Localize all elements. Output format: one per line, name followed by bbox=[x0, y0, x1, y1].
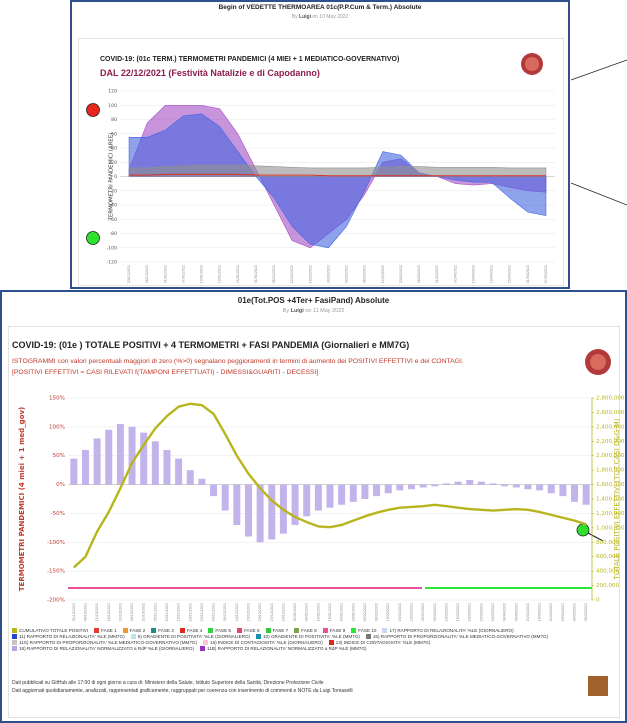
legend-item[interactable]: 5) GRADIENTE DI POSITIVITA' %LE (GIORNAL… bbox=[130, 634, 251, 639]
legend-item[interactable]: 17) RAPPORTO DI RELAZIONALITA' %LE (GIOR… bbox=[382, 628, 514, 633]
legend-label: FASE 2 bbox=[129, 628, 146, 633]
chart-subtitle: DAL 22/12/2021 (Festività Natalizie e di… bbox=[100, 68, 320, 78]
author: Luigi bbox=[299, 14, 311, 20]
legend-item[interactable]: 10) GRADIENTE DI POSITIVITA' %LE (MM7G) bbox=[256, 634, 360, 639]
legend-label: FASE 9 bbox=[329, 628, 346, 633]
legend-swatch bbox=[351, 628, 357, 633]
legend-item[interactable]: FASE 4 bbox=[179, 628, 203, 633]
footer-line: Dati pubblicati su GitHub alle 17:00 di … bbox=[12, 680, 324, 686]
legend-label: FASE 1 bbox=[101, 628, 117, 633]
legend-swatch bbox=[151, 628, 157, 633]
legend-swatch bbox=[294, 628, 300, 633]
legend-swatch bbox=[322, 628, 328, 633]
by: By bbox=[291, 14, 298, 20]
legend-swatch bbox=[265, 628, 271, 633]
footer-line: Dati aggiornati quotidianamente, analizz… bbox=[12, 688, 353, 694]
legend-swatch bbox=[12, 634, 17, 639]
legend-swatch bbox=[122, 628, 128, 633]
legend-label: 16) INDICE DI CONTAGIOSITA' %LE (GIORNAL… bbox=[210, 640, 323, 645]
legend-label: 17) RAPPORTO DI RELAZIONALITA' %LE (GIOR… bbox=[389, 628, 514, 633]
callout-line bbox=[570, 182, 627, 206]
legend-label: 5) GRADIENTE DI POSITIVITA' %LE (GIORNAL… bbox=[137, 634, 251, 639]
callout-line bbox=[570, 59, 627, 81]
legend-label: CUMULATIVO TOTALE POSITIVI bbox=[19, 628, 89, 633]
legend-item[interactable]: FASE 10 bbox=[351, 628, 376, 633]
legend-swatch bbox=[12, 640, 17, 645]
legend-label: 13) INDICE DI CONTAGIOSITA' %LE (MM7G) bbox=[335, 640, 431, 645]
legend-swatch bbox=[12, 628, 17, 633]
legend-label: 11S) RAPPORTO DI PROPORZIONALITA' %LE ME… bbox=[19, 640, 198, 645]
author: Luigi bbox=[290, 308, 304, 314]
legend-item[interactable]: FASE 1 bbox=[94, 628, 117, 633]
post-header: 01e(Tot.POS +4Ter+ FasiPand) Absolute bbox=[237, 296, 390, 305]
legend-swatch bbox=[94, 628, 100, 633]
legend-item[interactable]: FASE 8 bbox=[294, 628, 317, 633]
legend-label: FASE 4 bbox=[186, 628, 203, 633]
chart-card bbox=[8, 326, 620, 718]
legend-item[interactable]: 11S) RAPPORTO DI PROPORZIONALITA' %LE ME… bbox=[12, 640, 197, 645]
legend-swatch bbox=[382, 628, 388, 633]
legend-label: FASE 7 bbox=[272, 628, 289, 633]
legend-swatch bbox=[199, 646, 205, 651]
legend-label: FASE 8 bbox=[301, 628, 317, 633]
legend-item[interactable]: 15) RAPPORTO DI PROPORZIONALITA' %LE MED… bbox=[365, 634, 549, 639]
legend-label: 11B) RAPPORTO DI RELAZIONALITA' NORMALIZ… bbox=[206, 646, 367, 651]
byline: By Luigi on 10 May 2022 bbox=[72, 14, 568, 20]
legend: CUMULATIVO TOTALE POSITIVI FASE 1 FASE 2 FA… bbox=[12, 628, 612, 651]
chart-title: COVID-19: (01e ) TOTALE POSITIVI + 4 TER… bbox=[12, 340, 410, 350]
legend-item[interactable]: FASE 7 bbox=[265, 628, 289, 633]
legend-item[interactable]: FASE 5 bbox=[208, 628, 231, 633]
legend-swatch bbox=[130, 634, 136, 639]
legend-item[interactable]: CUMULATIVO TOTALE POSITIVI bbox=[12, 628, 88, 633]
legend-label: FASE 6 bbox=[243, 628, 260, 633]
byline: By Luigi on 11 May 2022 bbox=[2, 308, 625, 314]
legend-swatch bbox=[365, 634, 371, 639]
legend-swatch bbox=[328, 640, 334, 645]
legend-label: 18) RAPPORTO DI RELAZIONALITA' NORMALIZZ… bbox=[19, 646, 194, 651]
legend-label: FASE 5 bbox=[215, 628, 231, 633]
legend-item[interactable]: FASE 6 bbox=[236, 628, 260, 633]
legend-item[interactable]: 16) INDICE DI CONTAGIOSITA' %LE (GIORNAL… bbox=[203, 640, 323, 645]
note: [POSITIVI EFFETTIVI = CASI RILEVATI f(TA… bbox=[12, 369, 319, 376]
legend-item[interactable]: 11B) RAPPORTO DI RELAZIONALITA' NORMALIZ… bbox=[199, 646, 367, 651]
legend-label: 15) RAPPORTO DI PROPORZIONALITA' %LE MED… bbox=[372, 634, 549, 639]
legend-swatch bbox=[179, 628, 185, 633]
note: ISTOGRAMMI con valori percentuali maggio… bbox=[12, 358, 464, 365]
legend-item[interactable]: 13) INDICE DI CONTAGIOSITA' %LE (MM7G) bbox=[328, 640, 431, 645]
by: By bbox=[282, 308, 290, 314]
legend-item[interactable]: 18) RAPPORTO DI RELAZIONALITA' NORMALIZZ… bbox=[12, 646, 194, 651]
legend-item[interactable]: FASE 9 bbox=[322, 628, 346, 633]
legend-label: 10) GRADIENTE DI POSITIVITA' %LE (MM7G) bbox=[263, 634, 360, 639]
legend-swatch bbox=[256, 634, 262, 639]
legend-item[interactable]: FASE 2 bbox=[122, 628, 146, 633]
legend-item[interactable]: FASE 3 bbox=[151, 628, 174, 633]
legend-label: 11) RAPPORTO DI RELAZIONALITA' %LE (MM7G… bbox=[19, 634, 125, 639]
date: on 10 May 2022 bbox=[312, 14, 349, 20]
legend-item[interactable]: 11) RAPPORTO DI RELAZIONALITA' %LE (MM7G… bbox=[12, 634, 125, 639]
legend-swatch bbox=[208, 628, 214, 633]
chart-title: COVID-19: (01c TERM.) TERMOMETRI PANDEMI… bbox=[100, 56, 400, 63]
post-header: Begin of VEDETTE THERMOAREA 01c(P.P.Cum … bbox=[218, 4, 422, 11]
date: on 11 May 2022 bbox=[305, 308, 345, 314]
legend-swatch bbox=[12, 646, 17, 651]
legend-label: FASE 3 bbox=[158, 628, 174, 633]
legend-swatch bbox=[203, 640, 209, 645]
legend-label: FASE 10 bbox=[358, 628, 377, 633]
legend-swatch bbox=[236, 628, 242, 633]
